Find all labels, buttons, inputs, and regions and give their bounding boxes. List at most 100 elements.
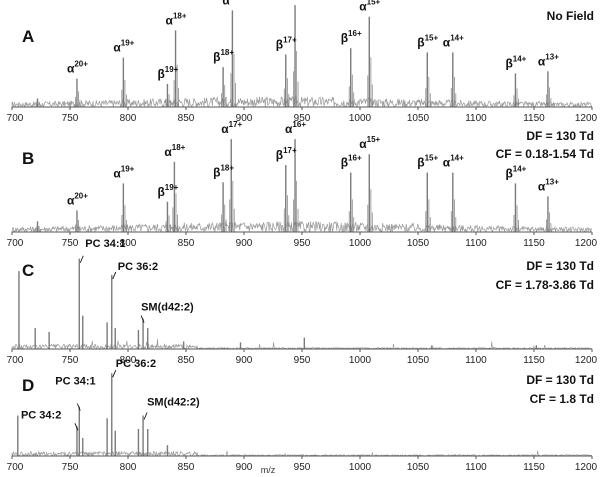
peak-label: α18+ [166,11,187,27]
x-tick-label: 1000 [349,238,372,249]
x-tick-label: 800 [120,355,137,366]
spectrum-trace [11,339,593,351]
x-tick-label: 950 [294,113,311,124]
peak-label: α15+ [359,0,380,14]
peak-label: β18+ [213,48,234,64]
peak-label: β14+ [505,54,526,70]
condition-label: CF = 0.18-1.54 Td [496,147,594,161]
x-tick-label: 700 [7,462,24,473]
x-tick-label: 1150 [523,355,545,366]
label-leader-line [140,315,145,323]
x-tick-label: 1100 [465,462,487,473]
x-tick-label: 1050 [407,462,430,473]
condition-label: CF = 1.78-3.86 Td [496,278,594,292]
x-axis-label: m/z [261,465,276,475]
peak-label: PC 36:2 [116,358,156,370]
label-leader-line [143,412,148,420]
spectrum-trace [11,450,593,458]
panel-a: 700 750 800 850 900 950 1000 1050 1100 1150 1200 A N… [7,0,598,124]
condition-label: DF = 130 Td [526,259,594,273]
peak-label: α17+ [222,0,243,7]
peak-label: α19+ [113,164,134,180]
peak-label: α14+ [443,154,464,170]
x-tick-label: 700 [7,238,24,249]
x-tick-label: 1050 [407,238,430,249]
peak-label: SM(d42:2) [141,302,194,314]
condition-label: DF = 130 Td [526,129,594,143]
peak-label: α16+ [285,120,306,136]
peak-label: α13+ [538,177,559,193]
x-tick-label: 850 [178,113,195,124]
peak-label: α19+ [113,39,134,55]
x-tick-label: 1150 [523,113,545,124]
panel-letter: B [22,149,34,168]
peak-label: β17+ [276,146,297,162]
peak-label: PC 36:2 [118,261,158,273]
x-tick-label: 950 [294,462,311,473]
x-tick-label: 1000 [349,113,372,124]
x-tick-label: 1150 [523,238,545,249]
x-tick-label: 800 [120,462,137,473]
x-tick-label: 950 [294,238,311,249]
x-tick-label: 1200 [575,462,598,473]
x-tick-label: 900 [236,355,253,366]
x-tick-label: 1150 [523,462,545,473]
x-tick-label: 1200 [575,113,598,124]
peak-label: PC 34:2 [21,409,61,421]
panel-c: 700 750 800 850 900 950 1000 1050 1100 1150 1200 C D… [7,238,598,366]
x-tick-label: 700 [7,113,24,124]
x-tick-label: 1100 [465,113,487,124]
panel-d: 700 750 800 850 900 950 1000 1050 1100 1150 1200 D D… [7,358,598,475]
peak-label: β18+ [213,163,234,179]
x-tick-label: 900 [236,462,253,473]
peak-label: PC 34:1 [85,238,125,250]
peak-label: α20+ [67,191,88,207]
x-tick-label: 900 [236,113,253,124]
x-tick-label: 750 [62,355,79,366]
x-tick-label: 1100 [465,238,487,249]
x-tick-label: 950 [294,355,311,366]
peak-label: β16+ [341,154,362,170]
label-leader-line [76,403,81,411]
peak-label: β17+ [276,36,297,52]
x-tick-label: 850 [178,355,195,366]
condition-label: CF = 1.8 Td [530,392,594,406]
x-tick-label: 1100 [465,355,487,366]
label-leader-line [74,423,79,431]
panel-letter: D [22,376,34,395]
peak-label: β19+ [157,65,178,81]
x-tick-label: 1050 [407,355,430,366]
label-leader-line [112,271,117,280]
x-tick-label: 800 [120,238,137,249]
x-tick-label: 850 [178,462,195,473]
peak-label: α17+ [221,120,242,136]
x-tick-label: 1050 [407,113,430,124]
x-tick-label: 1200 [575,238,598,249]
x-tick-label: 1000 [349,355,372,366]
condition-label: DF = 130 Td [526,373,594,387]
peak-label: β16+ [341,29,362,45]
x-tick-label: 700 [7,355,24,366]
condition-label: No Field [547,9,594,23]
x-tick-label: 1000 [349,462,372,473]
peak-label: α14+ [443,33,464,49]
panel-letter: A [22,27,34,46]
x-tick-label: 800 [120,113,137,124]
spectrum-trace [11,220,593,234]
x-tick-label: 850 [178,238,195,249]
peak-label: β14+ [505,164,526,180]
peak-label: SM(d42:2) [147,397,200,409]
x-tick-label: 750 [62,113,79,124]
label-leader-line [112,370,117,378]
peak-label: α13+ [538,52,559,68]
peak-label: β19+ [157,183,178,199]
panel-letter: C [22,261,34,280]
peak-label: α20+ [67,60,88,76]
peak-label: α18+ [164,143,185,159]
panel-b: 700 750 800 850 900 950 1000 1050 1100 1150 1200 B D… [7,120,598,249]
peak-label: PC 34:1 [55,376,95,388]
peak-label: α16+ [285,0,306,2]
x-tick-label: 1200 [575,355,598,366]
x-tick-label: 750 [62,462,79,473]
